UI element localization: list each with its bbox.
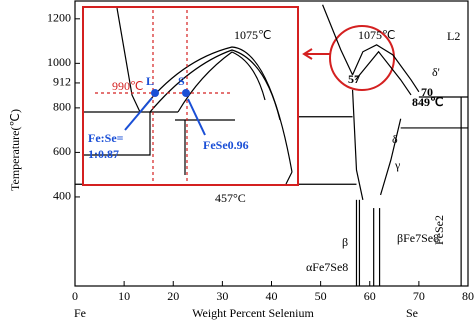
- annotation: βFe7Se8: [397, 231, 439, 245]
- x-axis-label: Weight Percent Selenium: [192, 306, 314, 320]
- y-tick-label: 400: [53, 189, 71, 203]
- annotation: FeSe0.96: [203, 138, 249, 152]
- annotation: β: [342, 235, 348, 249]
- x-tick-label: 20: [167, 289, 179, 303]
- x-tick-label: 0: [72, 289, 78, 303]
- zoom-arrow: [302, 48, 330, 60]
- x-tick-label: 60: [364, 289, 376, 303]
- y-tick-label: 800: [53, 100, 71, 114]
- annotation: γ: [394, 158, 401, 172]
- annotation: L: [146, 74, 154, 88]
- annotation: 849℃: [412, 95, 443, 109]
- annotation: αFe7Se8: [306, 260, 348, 274]
- x-end-label: Se: [406, 306, 418, 320]
- x-tick-label: 50: [315, 289, 327, 303]
- y-axis-label: Temperature(℃): [8, 109, 22, 191]
- inset: [82, 6, 299, 186]
- annotation: 1075℃: [234, 28, 271, 42]
- annotation: L2: [447, 29, 460, 43]
- annotation: 57: [348, 72, 360, 86]
- x-tick-label: 80: [462, 289, 474, 303]
- phase-boundary: [355, 50, 412, 96]
- annotation: 1:0.87: [88, 147, 119, 161]
- y-tick-label: 912: [53, 75, 71, 89]
- annotation: 1075℃: [358, 28, 395, 42]
- annotation: Fe:Se=: [88, 131, 124, 145]
- x-end-label: Fe: [74, 306, 86, 320]
- phase-boundary: [379, 118, 402, 196]
- y-tick-label: 1000: [47, 55, 71, 69]
- phase-boundary: [351, 89, 364, 200]
- x-tick-label: 40: [266, 289, 278, 303]
- annotation: S: [178, 74, 185, 88]
- highlight-circle: [329, 25, 395, 91]
- annotation: δ': [432, 65, 440, 79]
- annotation: 70: [421, 85, 433, 99]
- phase-boundary: [352, 44, 420, 93]
- phase-boundary: [322, 4, 354, 76]
- annotation: 990℃: [112, 79, 143, 93]
- x-tick-label: 10: [118, 289, 130, 303]
- annotation: FeSe2: [432, 215, 446, 245]
- x-tick-label: 70: [413, 289, 425, 303]
- y-tick-label: 1200: [47, 11, 71, 25]
- x-tick-label: 30: [216, 289, 228, 303]
- annotation: δ: [392, 132, 398, 146]
- y-tick-label: 600: [53, 144, 71, 158]
- annotation: 457°C: [215, 191, 246, 205]
